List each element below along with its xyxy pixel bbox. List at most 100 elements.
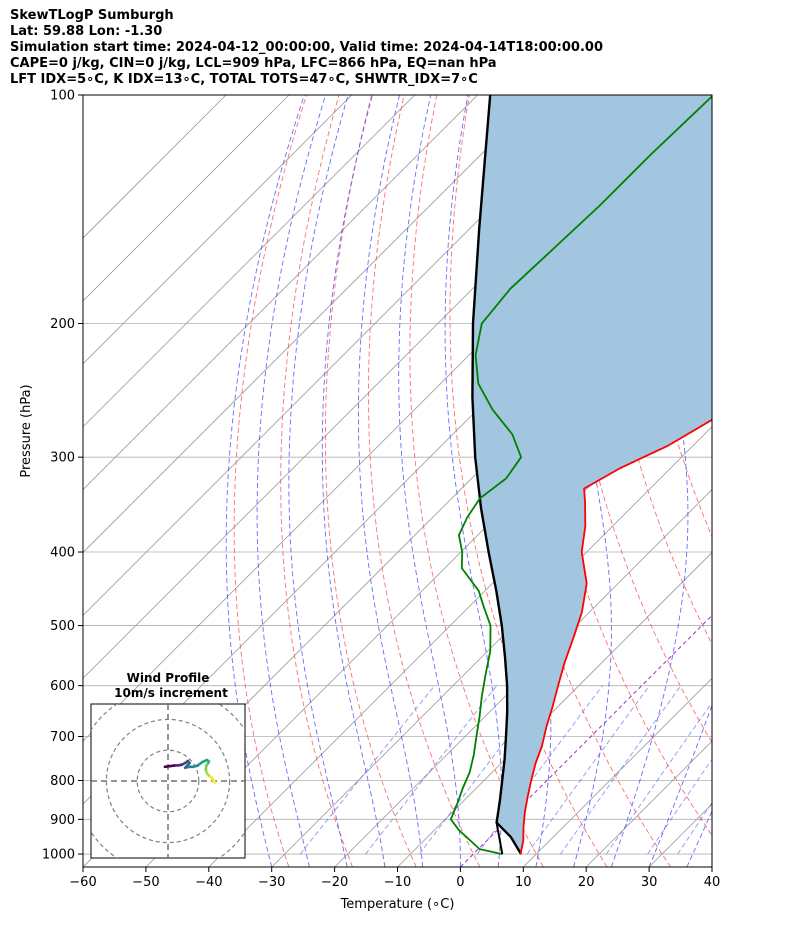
- isotherm: [523, 677, 712, 867]
- wind-barb: [711, 806, 749, 820]
- wind-barb: [711, 421, 712, 423]
- wind-barb-feather: [749, 451, 750, 463]
- parcel-profile-line: [471, 95, 523, 855]
- wind-barb-feather: [744, 808, 745, 820]
- wind-barb-feather: [738, 815, 743, 826]
- isotherm: [271, 426, 712, 867]
- dry-adiabat: [730, 95, 794, 867]
- axes: −60 −50 −40 −30 −20 −10 0 10 20 30 40 100 200 300 400 5…: [19, 89, 720, 913]
- wind-barb-feather: [747, 155, 750, 167]
- cin-shading: [472, 95, 712, 855]
- wind-barb-staff: [711, 552, 712, 553]
- wind-barb-feather: [744, 719, 749, 730]
- x-tick-label: −30: [258, 875, 285, 890]
- y-axis-label: Pressure (hPa): [19, 384, 34, 477]
- wind-barb-feather: [746, 511, 750, 523]
- wind-barb: [712, 686, 750, 698]
- wind-barb-feather: [724, 829, 734, 836]
- x-axis-label: Temperature (∘C): [340, 897, 455, 912]
- wind-barb: [712, 591, 750, 603]
- y-tick-label: 300: [50, 451, 75, 466]
- x-tick-label: −20: [321, 875, 348, 890]
- hodograph-area: [91, 704, 245, 858]
- hodograph-title: Wind Profile: [127, 671, 210, 685]
- wind-barb: [711, 654, 750, 666]
- wind-barb: [712, 250, 750, 262]
- wind-barb-feather: [743, 340, 746, 352]
- wind-barb-feather: [744, 623, 746, 635]
- moist-adiabat: [610, 95, 689, 867]
- wind-barb-feather: [747, 126, 750, 138]
- wind-barb-feather: [747, 250, 750, 262]
- wind-barb-feather: [743, 206, 746, 218]
- wind-barb-feather: [731, 821, 740, 830]
- wind-barb-feather: [748, 622, 750, 634]
- wind-barb-half-feather: [744, 748, 745, 754]
- wind-barb-feather: [747, 686, 750, 698]
- wind-barb-staff: [711, 758, 712, 760]
- wind-barb-staff: [711, 779, 712, 781]
- wind-barb: [712, 289, 750, 301]
- wind-barb-feather: [725, 825, 735, 832]
- wind-barb: [712, 155, 750, 167]
- y-tick-label: 1000: [42, 848, 75, 863]
- dry-adiabat: [233, 95, 307, 867]
- wind-barb-feather: [743, 250, 746, 262]
- dry-adiabat: [368, 95, 481, 867]
- wind-barb: [712, 384, 750, 396]
- hodograph-trace-segment: [163, 764, 171, 769]
- dry-adiabat: [280, 95, 353, 867]
- chart-header: SkewTLogP Sumburgh Lat: 59.88 Lon: -1.30…: [10, 8, 790, 88]
- wind-barb-feather: [742, 511, 746, 523]
- wind-barb-feather: [743, 591, 746, 603]
- wind-barb-feather: [748, 654, 750, 666]
- moist-adiabat: [444, 95, 503, 867]
- wind-barb-staff: [711, 421, 712, 423]
- x-tick-label: −40: [195, 875, 222, 890]
- x-tick-label: 30: [641, 875, 658, 890]
- mixing-ratio-line: [647, 758, 712, 855]
- wind-barb-feather: [740, 558, 745, 569]
- wind-barb-feather: [748, 806, 749, 818]
- dewpoint-line: [449, 95, 712, 855]
- wind-barb: [711, 507, 750, 523]
- isotherm: [83, 95, 541, 554]
- wind-barb: [711, 821, 740, 855]
- x-tick-label: −60: [69, 875, 96, 890]
- wind-barb-staff: [711, 507, 712, 509]
- wind-barb-feather: [747, 289, 750, 301]
- wind-barb-feather: [747, 340, 750, 352]
- hodograph-ring: [136, 749, 200, 813]
- y-tick-label: 700: [50, 730, 75, 745]
- dry-adiabat: [763, 95, 794, 867]
- isotherm: [711, 866, 712, 867]
- wind-barb-feather: [729, 825, 738, 834]
- stability-parameters: CAPE=0 j/kg, CIN=0 j/kg, LCL=909 hPa, LF…: [10, 56, 497, 71]
- wind-barb-feather: [747, 384, 750, 396]
- y-tick-label: 400: [50, 546, 75, 561]
- mixing-ratio-line: [365, 685, 498, 855]
- wind-barb-staff: [711, 836, 712, 838]
- wind-barb-staff: [711, 456, 712, 458]
- x-tick-label: 10: [515, 875, 532, 890]
- isotherm: [83, 95, 290, 302]
- y-tick-label: 800: [50, 774, 75, 789]
- wind-barb-feather: [745, 451, 746, 463]
- wind-barb: [712, 126, 750, 138]
- wind-barb-staff: [711, 858, 712, 861]
- temperature-line: [519, 418, 712, 855]
- moist-adiabat: [321, 95, 386, 867]
- wind-barb-feather: [741, 813, 746, 824]
- wind-barb: [711, 622, 750, 635]
- dry-adiabat: [324, 95, 417, 867]
- wind-barb: [711, 813, 746, 838]
- moist-adiabat: [288, 95, 349, 867]
- wind-barb: [712, 736, 750, 748]
- wind-barb-feather: [744, 654, 746, 666]
- simulation-times: Simulation start time: 2024-04-12_00:00:…: [10, 40, 603, 55]
- mixing-ratio-line: [299, 685, 435, 855]
- wind-barb: [711, 799, 712, 801]
- station-coordinates: Lat: 59.88 Lon: -1.30: [10, 24, 163, 39]
